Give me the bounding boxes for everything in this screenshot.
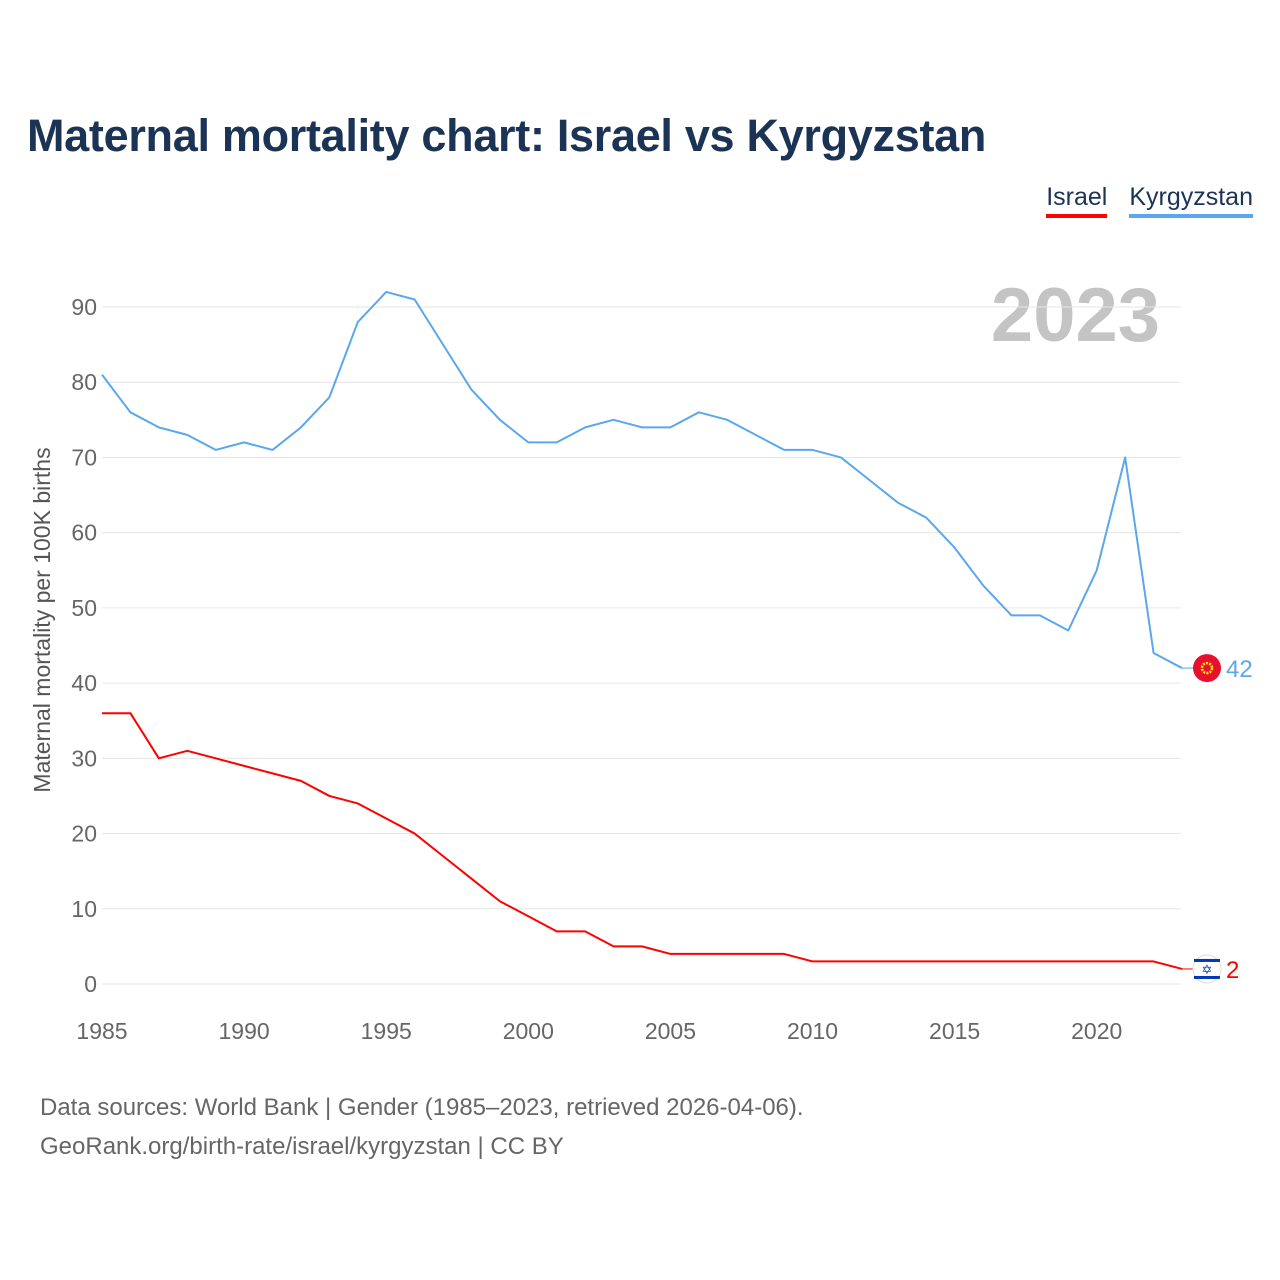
data-source-note: Data sources: World Bank | Gender (1985–… bbox=[40, 1094, 804, 1121]
end-value-label: 2 bbox=[1226, 957, 1239, 984]
y-tick-label: 60 bbox=[71, 520, 97, 546]
x-tick-label: 1985 bbox=[76, 1018, 127, 1044]
x-tick-label: 2015 bbox=[929, 1018, 980, 1044]
x-tick-label: 2020 bbox=[1071, 1018, 1122, 1044]
x-tick-label: 1990 bbox=[219, 1018, 270, 1044]
x-tick-label: 2005 bbox=[645, 1018, 696, 1044]
flag-stripe bbox=[1194, 975, 1220, 979]
y-tick-label: 40 bbox=[71, 670, 97, 696]
source-link[interactable]: GeoRank.org/birth-rate/israel/kyrgyzstan… bbox=[40, 1133, 564, 1160]
legend: Israel Kyrgyzstan bbox=[1046, 183, 1253, 218]
end-value-label: 42 bbox=[1226, 656, 1253, 683]
y-tick-label: 30 bbox=[71, 745, 97, 771]
x-tick-label: 2010 bbox=[787, 1018, 838, 1044]
series-line-kyrgyzstan bbox=[101, 290, 1183, 669]
x-tick-label: 2000 bbox=[503, 1018, 554, 1044]
legend-kyrgyzstan[interactable]: Kyrgyzstan bbox=[1129, 183, 1253, 218]
kyrgyzstan-flag-icon bbox=[1193, 654, 1221, 683]
star-of-david-icon: ✡ bbox=[1202, 962, 1213, 977]
legend-israel[interactable]: Israel bbox=[1046, 183, 1108, 218]
y-tick-label: 20 bbox=[71, 821, 97, 847]
flag-stripe bbox=[1194, 958, 1220, 962]
y-tick-label: 10 bbox=[71, 896, 97, 922]
y-tick-label: 90 bbox=[71, 294, 97, 320]
year-watermark: 2023 bbox=[991, 273, 1160, 358]
y-axis-label: Maternal mortality per 100K births bbox=[29, 447, 55, 792]
chart-title: Maternal mortality chart: Israel vs Kyrg… bbox=[27, 110, 987, 161]
series-line-israel bbox=[102, 712, 1183, 970]
footer: Data sources: World Bank | Gender (1985–… bbox=[40, 1088, 804, 1166]
y-tick-label: 80 bbox=[71, 369, 97, 395]
y-tick-label: 70 bbox=[71, 444, 97, 470]
y-tick-label: 0 bbox=[84, 971, 97, 997]
flag-sun-icon bbox=[1200, 661, 1214, 675]
y-tick-label: 50 bbox=[71, 595, 97, 621]
x-tick-label: 1995 bbox=[361, 1018, 412, 1044]
